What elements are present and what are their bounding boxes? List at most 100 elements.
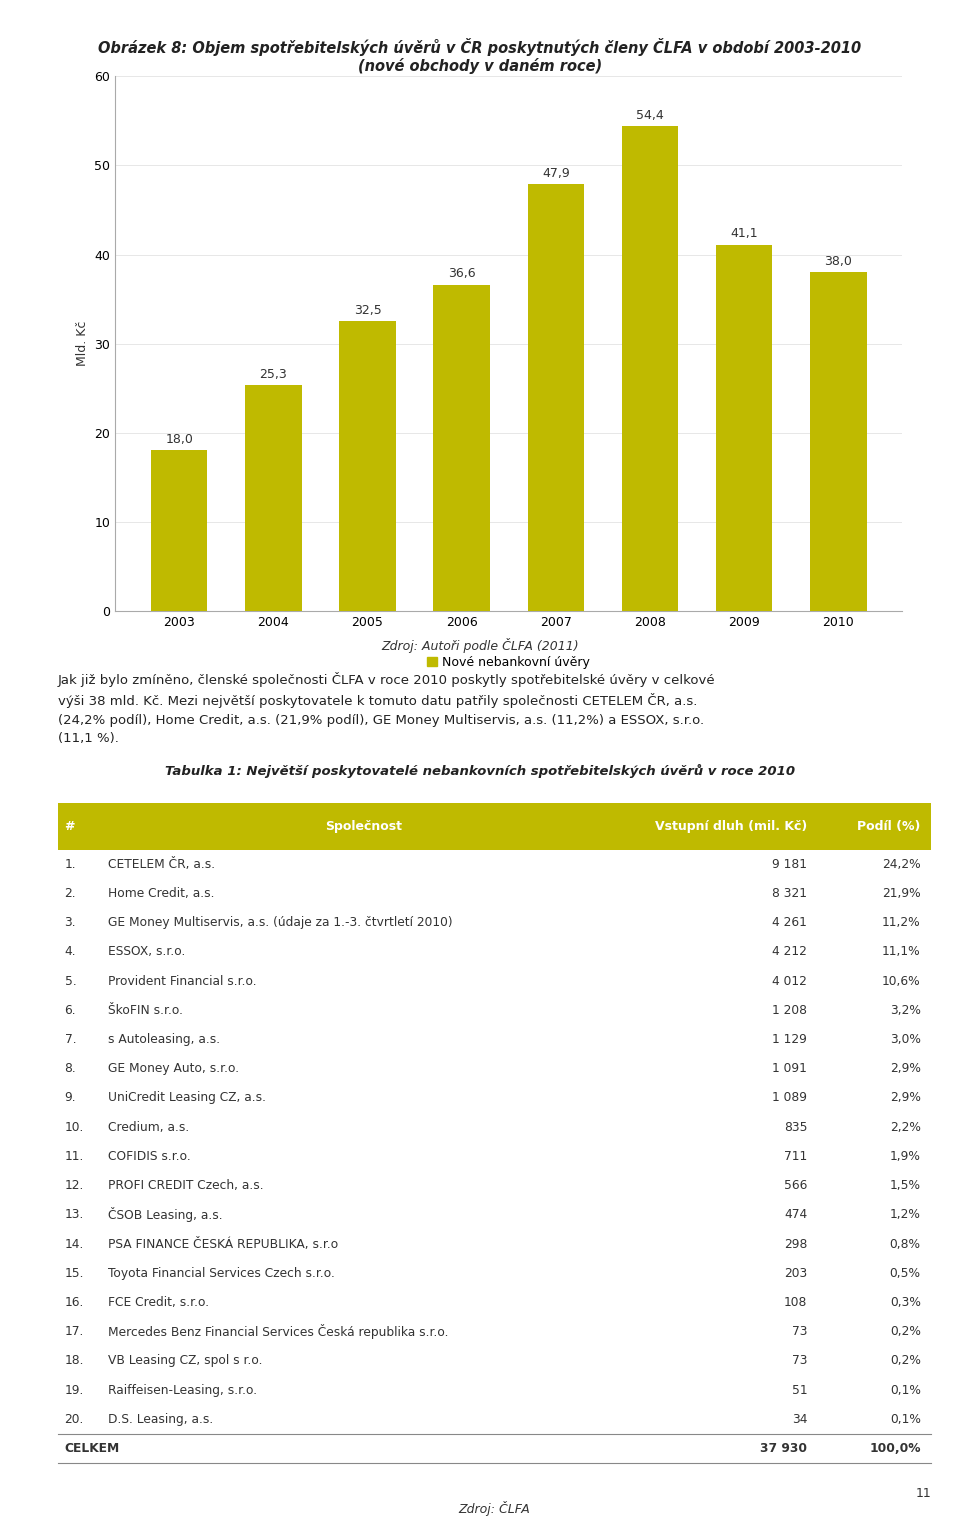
Text: 51: 51 [792,1383,807,1397]
Text: 37 930: 37 930 [760,1441,807,1455]
Text: 11: 11 [916,1486,931,1500]
Text: (nové obchody v daném roce): (nové obchody v daném roce) [358,58,602,73]
Text: 19.: 19. [64,1383,84,1397]
Text: 4.: 4. [64,945,76,959]
Text: 0,2%: 0,2% [890,1354,921,1368]
Text: 3,0%: 3,0% [890,1034,921,1046]
Text: 13.: 13. [64,1208,84,1222]
Text: 9 181: 9 181 [772,858,807,870]
Text: 15.: 15. [64,1267,84,1280]
Text: Společnost: Společnost [324,820,402,834]
Y-axis label: Mld. Kč: Mld. Kč [76,321,88,366]
Text: Zdroj: Autoři podle ČLFA (2011): Zdroj: Autoři podle ČLFA (2011) [381,638,579,654]
Text: UniCredit Leasing CZ, a.s.: UniCredit Leasing CZ, a.s. [108,1092,266,1104]
Text: 16.: 16. [64,1296,84,1309]
Text: 711: 711 [784,1150,807,1164]
Text: Jak již bylo zmíněno, členské společnosti ČLFA v roce 2010 poskytly spotřebitels: Jak již bylo zmíněno, členské společnost… [58,672,715,745]
Text: 3.: 3. [64,916,76,928]
Text: VB Leasing CZ, spol s r.o.: VB Leasing CZ, spol s r.o. [108,1354,263,1368]
Text: 34: 34 [792,1412,807,1426]
Text: #: # [64,820,75,834]
Text: CETELEM ČR, a.s.: CETELEM ČR, a.s. [108,858,215,870]
Text: 4 012: 4 012 [772,974,807,988]
Text: 0,1%: 0,1% [890,1383,921,1397]
Text: 0,8%: 0,8% [890,1237,921,1251]
Text: 1 208: 1 208 [772,1003,807,1017]
Text: ŠkoFIN s.r.o.: ŠkoFIN s.r.o. [108,1003,183,1017]
Text: 32,5: 32,5 [353,304,381,316]
Text: 54,4: 54,4 [636,108,664,122]
Bar [245,385,301,611]
Text: 0,1%: 0,1% [890,1412,921,1426]
Text: GE Money Auto, s.r.o.: GE Money Auto, s.r.o. [108,1063,239,1075]
Text: 0,3%: 0,3% [890,1296,921,1309]
Text: 73: 73 [792,1325,807,1338]
Text: GE Money Multiservis, a.s. (údaje za 1.-3. čtvrtletí 2010): GE Money Multiservis, a.s. (údaje za 1.-… [108,916,453,928]
Text: 11,1%: 11,1% [882,945,921,959]
Text: 36,6: 36,6 [448,267,475,281]
Text: 18.: 18. [64,1354,84,1368]
Text: 47,9: 47,9 [542,166,569,180]
Text: 4 212: 4 212 [772,945,807,959]
Text: ESSOX, s.r.o.: ESSOX, s.r.o. [108,945,185,959]
Text: ČSOB Leasing, a.s.: ČSOB Leasing, a.s. [108,1208,223,1222]
Text: 41,1: 41,1 [731,228,758,240]
Text: Tabulka 1: Největší poskytovatelé nebankovních spotřebitelských úvěrů v roce 201: Tabulka 1: Největší poskytovatelé nebank… [165,764,795,777]
Text: Raiffeisen-Leasing, s.r.o.: Raiffeisen-Leasing, s.r.o. [108,1383,257,1397]
Text: 2,2%: 2,2% [890,1121,921,1133]
Text: 20.: 20. [64,1412,84,1426]
FancyBboxPatch shape [58,803,931,849]
Text: 38,0: 38,0 [825,255,852,267]
Bar [434,284,490,611]
Text: 2,9%: 2,9% [890,1063,921,1075]
Text: 1.: 1. [64,858,76,870]
Text: 1,2%: 1,2% [890,1208,921,1222]
Bar [339,321,396,611]
Text: 10,6%: 10,6% [882,974,921,988]
Text: 4 261: 4 261 [772,916,807,928]
Text: 17.: 17. [64,1325,84,1338]
Text: 1,5%: 1,5% [890,1179,921,1193]
Bar [716,244,773,611]
Text: Home Credit, a.s.: Home Credit, a.s. [108,887,215,899]
Text: 21,9%: 21,9% [882,887,921,899]
Text: 1 129: 1 129 [772,1034,807,1046]
Text: Podíl (%): Podíl (%) [857,820,921,834]
Text: D.S. Leasing, a.s.: D.S. Leasing, a.s. [108,1412,213,1426]
Text: 2,9%: 2,9% [890,1092,921,1104]
Text: Provident Financial s.r.o.: Provident Financial s.r.o. [108,974,257,988]
Text: 298: 298 [783,1237,807,1251]
Text: Toyota Financial Services Czech s.r.o.: Toyota Financial Services Czech s.r.o. [108,1267,335,1280]
Text: 10.: 10. [64,1121,84,1133]
Text: 11,2%: 11,2% [882,916,921,928]
Text: 5.: 5. [64,974,77,988]
Bar [810,272,867,611]
Text: 12.: 12. [64,1179,84,1193]
Text: 566: 566 [783,1179,807,1193]
Text: 3,2%: 3,2% [890,1003,921,1017]
Text: 203: 203 [784,1267,807,1280]
Text: 1 089: 1 089 [772,1092,807,1104]
Text: 1,9%: 1,9% [890,1150,921,1164]
Text: 8 321: 8 321 [772,887,807,899]
Text: Credium, a.s.: Credium, a.s. [108,1121,189,1133]
Text: 0,2%: 0,2% [890,1325,921,1338]
Text: 18,0: 18,0 [165,434,193,446]
Text: 25,3: 25,3 [259,368,287,380]
Text: 7.: 7. [64,1034,76,1046]
Bar [622,127,679,611]
Legend: Nové nebankovní úvěry: Nové nebankovní úvěry [422,651,595,673]
Text: 14.: 14. [64,1237,84,1251]
Text: Zdroj: ČLFA: Zdroj: ČLFA [459,1501,530,1516]
Text: 8.: 8. [64,1063,77,1075]
Text: Obrázek 8: Objem spotřebitelských úvěrů v ČR poskytnutých členy ČLFA v období 20: Obrázek 8: Objem spotřebitelských úvěrů … [99,38,861,56]
Text: s Autoleasing, a.s.: s Autoleasing, a.s. [108,1034,221,1046]
Text: FCE Credit, s.r.o.: FCE Credit, s.r.o. [108,1296,209,1309]
Bar [528,185,584,611]
Text: 108: 108 [783,1296,807,1309]
Text: Mercedes Benz Financial Services Česká republika s.r.o.: Mercedes Benz Financial Services Česká r… [108,1324,448,1339]
Text: 1 091: 1 091 [772,1063,807,1075]
Text: CELKEM: CELKEM [64,1441,120,1455]
Bar [151,450,207,611]
Text: 2.: 2. [64,887,76,899]
